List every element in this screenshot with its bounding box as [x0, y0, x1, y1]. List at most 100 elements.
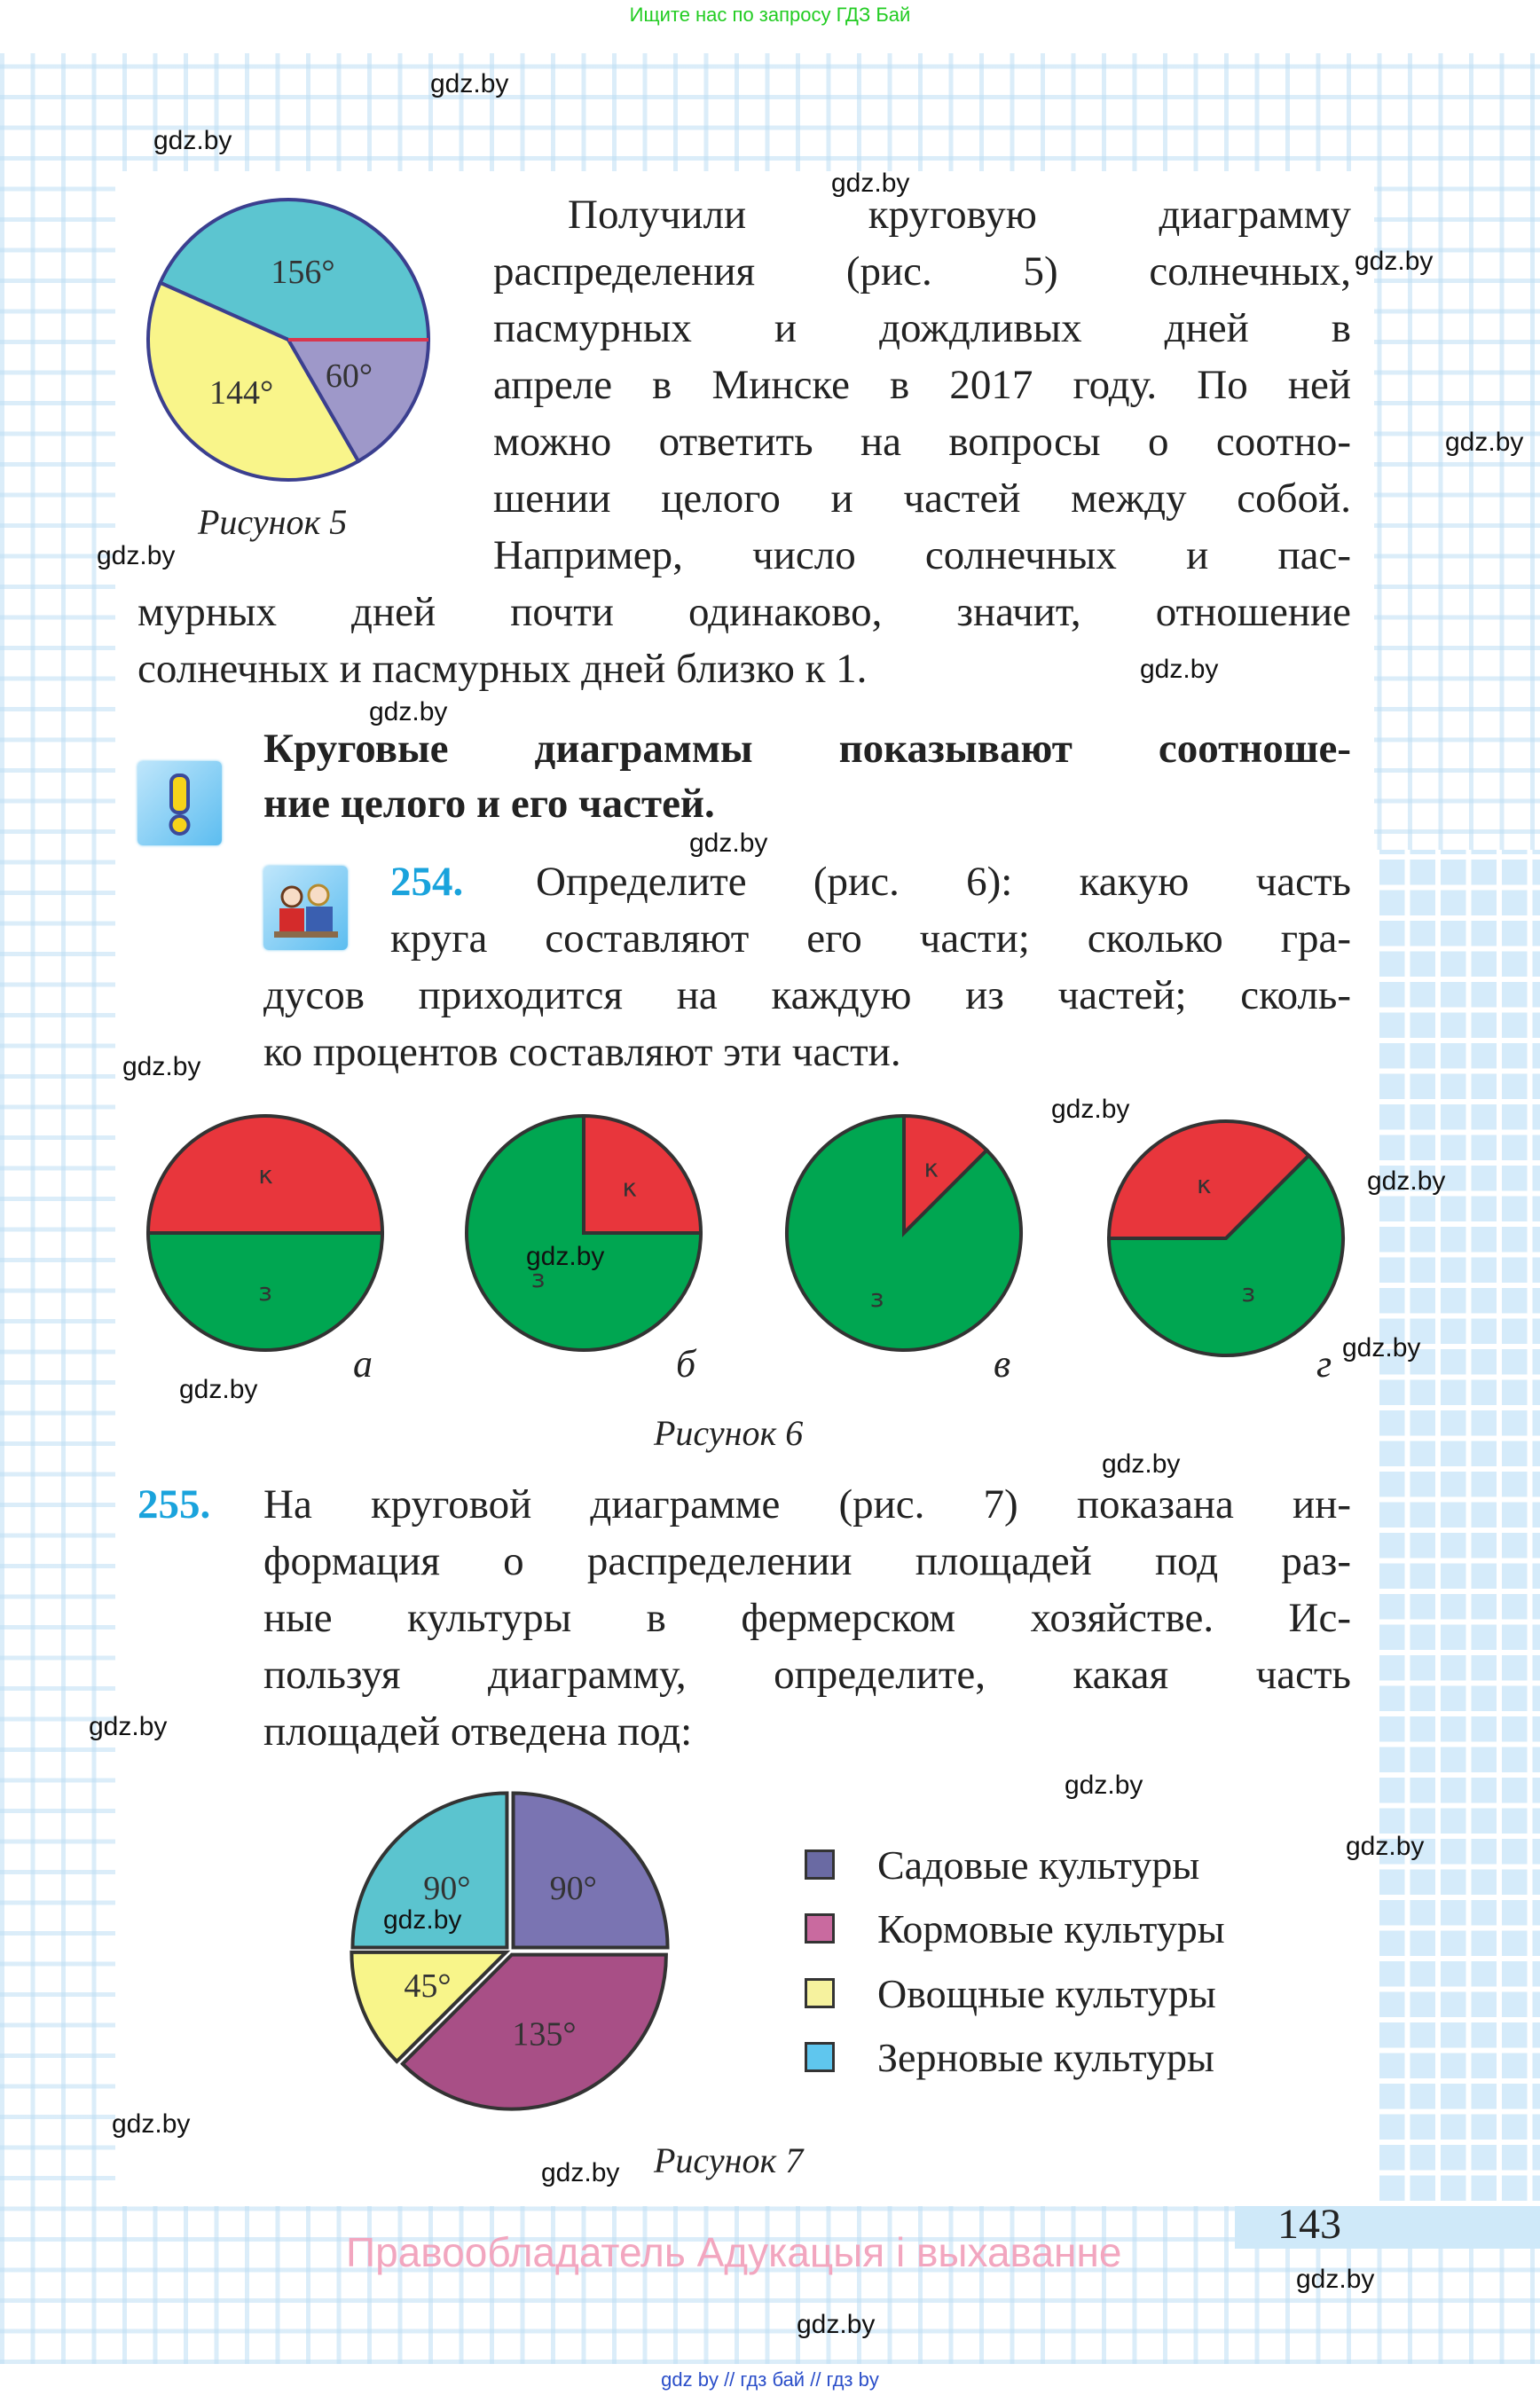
pie-slice	[1106, 1119, 1312, 1240]
task-255-line: площадей отведена под:	[263, 1708, 693, 1755]
watermark: gdz.by	[689, 828, 768, 858]
margin-cells	[1374, 850, 1540, 2206]
pie-slice-label: 45°	[404, 1967, 451, 2005]
watermark: gdz.by	[369, 697, 448, 726]
pie-chart-6c: кз	[785, 1113, 1023, 1352]
watermark: gdz.by	[797, 2310, 876, 2339]
legend-label: Зерновые культуры	[877, 2034, 1214, 2080]
watermark: gdz.by	[97, 541, 176, 570]
pie-slice	[400, 1952, 668, 2111]
pie-slice-label: к	[1196, 1170, 1211, 1199]
intro-line: Получили круговую диаграмму	[568, 192, 1351, 238]
subfigure-label-g: г	[1316, 1342, 1332, 1386]
pie-slice-label: з	[258, 1277, 273, 1307]
task-255-line: формация о распределении площадей под ра…	[263, 1538, 1351, 1584]
task-254-line: круга составляют его части; сколько гра-	[390, 915, 1351, 962]
pie-slice	[785, 1113, 1023, 1352]
figure-6-caption: Рисунок 6	[654, 1413, 804, 1453]
pie-slice	[465, 1113, 703, 1352]
task-254-line: дусов приходится на каждую из частей; ск…	[263, 972, 1351, 1018]
page-number: 143	[1277, 2201, 1341, 2248]
pie-slice-label: 135°	[512, 2015, 576, 2053]
legend-swatch	[805, 1913, 835, 1944]
legend-label: Овощные культуры	[877, 1970, 1216, 2016]
pie-chart-figure-7: 90° 90° 45° 135°	[350, 1791, 670, 2111]
pie-slice	[511, 1791, 670, 1950]
bottom-links[interactable]: gdz by // гдз бай // гдз by	[661, 2368, 879, 2391]
watermark: gdz.by	[153, 126, 232, 155]
pie-slice-label: 144°	[209, 374, 273, 412]
watermark: gdz.by	[1342, 1333, 1421, 1362]
pie-slice	[902, 1113, 990, 1237]
legend-swatch	[805, 2042, 835, 2072]
watermark: gdz.by	[179, 1375, 258, 1404]
task-255-line: пользуя диаграмму, определите, какая час…	[263, 1652, 1351, 1698]
watermark: gdz.by	[1445, 428, 1524, 457]
legend-swatch	[805, 1978, 835, 2008]
rule-line: Круговые диаграммы показывают соотноше-	[263, 726, 1351, 772]
pie-slice-label: 90°	[550, 1870, 597, 1907]
pie-slice	[350, 1950, 511, 2064]
watermark: gdz.by	[383, 1905, 462, 1935]
watermark: gdz.by	[526, 1242, 605, 1271]
pie-slice	[350, 1791, 509, 1950]
pie-slice	[145, 1114, 385, 1235]
pie-slice-label: к	[622, 1173, 637, 1202]
pie-slice	[158, 198, 431, 342]
legend-label: Кормовые культуры	[877, 1905, 1225, 1951]
pie-chart-6d: кз	[1106, 1119, 1345, 1357]
task-255-number: 255.	[138, 1481, 211, 1527]
students-pair-icon	[263, 866, 348, 950]
watermark: gdz.by	[112, 2109, 191, 2139]
pie-slice	[582, 1113, 703, 1235]
watermark: gdz.by	[1346, 1832, 1425, 1861]
task-254-number: 254.	[390, 859, 464, 905]
pie-chart-6b: кз	[465, 1113, 703, 1352]
watermark: gdz.by	[1296, 2265, 1375, 2294]
pie-slice-label: 156°	[271, 254, 334, 291]
top-banner[interactable]: Ищите нас по запросу ГДЗ Бай	[629, 4, 911, 26]
intro-line: пасмурных и дождливых дней в	[493, 305, 1351, 351]
watermark: gdz.by	[430, 69, 509, 98]
legend-label: Садовые культуры	[877, 1842, 1200, 1888]
legend-swatch	[805, 1849, 835, 1880]
watermark: gdz.by	[1140, 655, 1219, 684]
pie-slice	[145, 1231, 385, 1352]
watermark: gdz.by	[831, 169, 910, 198]
intro-line: Например, число солнечных и пас-	[493, 532, 1351, 578]
figure-7-caption: Рисунок 7	[654, 2140, 804, 2180]
exclamation-icon	[138, 761, 222, 845]
intro-line: можно ответить на вопросы о соотно-	[493, 419, 1351, 465]
rule-line: ние целого и его частей.	[263, 781, 715, 827]
watermark: gdz.by	[541, 2158, 620, 2187]
subfigure-label-b: б	[676, 1342, 696, 1386]
task-255-line: ные культуры в фермерском хозяйстве. Ис-	[263, 1595, 1351, 1641]
intro-line: апреле в Минске в 2017 году. По ней	[493, 362, 1351, 408]
pie-chart-6a: кз	[145, 1114, 385, 1352]
task-254-line: Определите (рис. 6): какую часть	[536, 859, 1351, 905]
pie-slice-label: к	[258, 1160, 273, 1190]
legend-item-fodder: Кормовые культуры	[805, 1902, 1225, 1955]
figure-5-caption: Рисунок 5	[198, 502, 348, 542]
copyright-notice: Правообладатель Адукацыя і выхаванне	[346, 2229, 1122, 2275]
intro-line: солнечных и пасмурных дней близко к 1.	[138, 646, 868, 692]
subfigure-label-a: а	[353, 1342, 373, 1386]
intro-line: мурных дней почти одинаково, значит, отн…	[138, 589, 1351, 635]
pie-slice-label: к	[923, 1154, 939, 1183]
task-255-line: На круговой диаграмме (рис. 7) показана …	[263, 1481, 1351, 1527]
task-254-line: ко процентов составляют эти части.	[263, 1029, 901, 1075]
pie-chart-figure-5: 156° 144° 60°	[146, 198, 431, 482]
legend-item-garden: Садовые культуры	[805, 1838, 1199, 1891]
page-number-band	[1235, 2206, 1540, 2249]
legend-item-vegetable: Овощные культуры	[805, 1967, 1216, 2020]
pie-slice-label: 90°	[423, 1870, 470, 1907]
pie-slice	[1106, 1152, 1345, 1357]
watermark: gdz.by	[1367, 1166, 1446, 1196]
watermark: gdz.by	[89, 1712, 168, 1741]
pie-slice-label: з	[530, 1264, 546, 1293]
pie-slice-label: з	[1241, 1278, 1256, 1308]
watermark: gdz.by	[1355, 247, 1434, 276]
pie-slice	[285, 338, 431, 464]
watermark: gdz.by	[1051, 1095, 1130, 1124]
watermark: gdz.by	[1102, 1449, 1181, 1479]
